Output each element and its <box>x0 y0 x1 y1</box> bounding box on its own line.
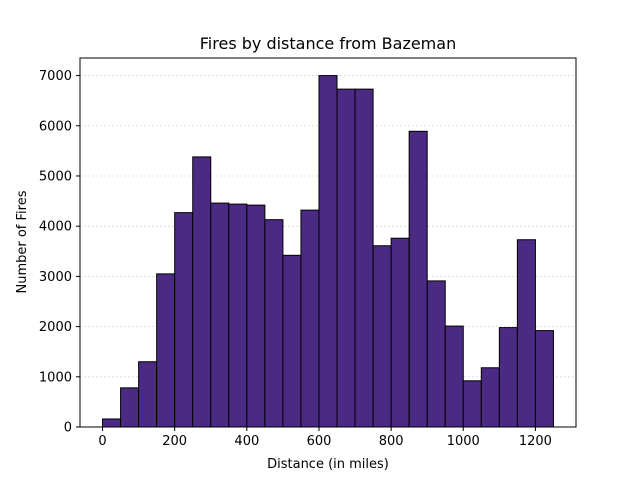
x-axis-ticks: 0 200 400 600 800 1000 1200 <box>98 427 552 449</box>
histogram-bar <box>408 130 428 428</box>
x-tick-label: 400 <box>234 434 259 449</box>
axes-frame <box>79 57 577 428</box>
histogram-bar <box>498 327 518 428</box>
histogram-bar <box>282 254 302 428</box>
histogram-bar <box>174 212 194 428</box>
histogram-bar <box>462 380 482 428</box>
histogram-bar <box>264 219 284 428</box>
y-tick-label: 4000 <box>39 220 72 235</box>
histogram-bar <box>516 239 536 428</box>
histogram-bar <box>354 88 374 428</box>
y-tick-label: 5000 <box>39 169 72 184</box>
histogram-bar <box>138 361 158 428</box>
histogram-bar <box>192 156 212 428</box>
histogram-bar <box>102 418 122 428</box>
y-tick-label: 6000 <box>39 119 72 134</box>
y-tick-label: 0 <box>64 421 72 436</box>
x-tick-label: 0 <box>98 434 106 449</box>
y-tick-label: 2000 <box>39 320 72 335</box>
histogram-bar <box>444 325 464 428</box>
chart-title: Fires by distance from Bazeman <box>200 34 456 53</box>
histogram-bar <box>534 330 554 428</box>
histogram-bar <box>426 280 446 428</box>
histogram-bar <box>156 273 176 428</box>
y-tick-label: 1000 <box>39 370 72 385</box>
histogram-bar <box>318 75 338 428</box>
histogram-bar <box>336 88 356 428</box>
histogram-bar <box>390 237 410 428</box>
histogram-bar <box>300 209 320 428</box>
bars <box>102 75 554 428</box>
histogram-bar <box>210 202 230 428</box>
y-tick-label: 3000 <box>39 270 72 285</box>
histogram-bar <box>228 203 248 428</box>
x-tick-label: 800 <box>379 434 404 449</box>
x-tick-label: 200 <box>162 434 187 449</box>
histogram-bar <box>120 387 140 428</box>
y-tick-label: 7000 <box>39 69 72 84</box>
x-axis-label: Distance (in miles) <box>267 457 389 472</box>
histogram-bar <box>372 245 392 428</box>
x-tick-label: 1200 <box>519 434 552 449</box>
x-tick-label: 600 <box>307 434 332 449</box>
y-axis-label: Number of Fires <box>15 190 30 293</box>
histogram-bar <box>246 204 266 428</box>
x-tick-label: 1000 <box>447 434 480 449</box>
histogram-bar <box>480 367 500 428</box>
y-axis-ticks: 0 1000 2000 3000 4000 5000 6000 7000 <box>39 69 80 436</box>
